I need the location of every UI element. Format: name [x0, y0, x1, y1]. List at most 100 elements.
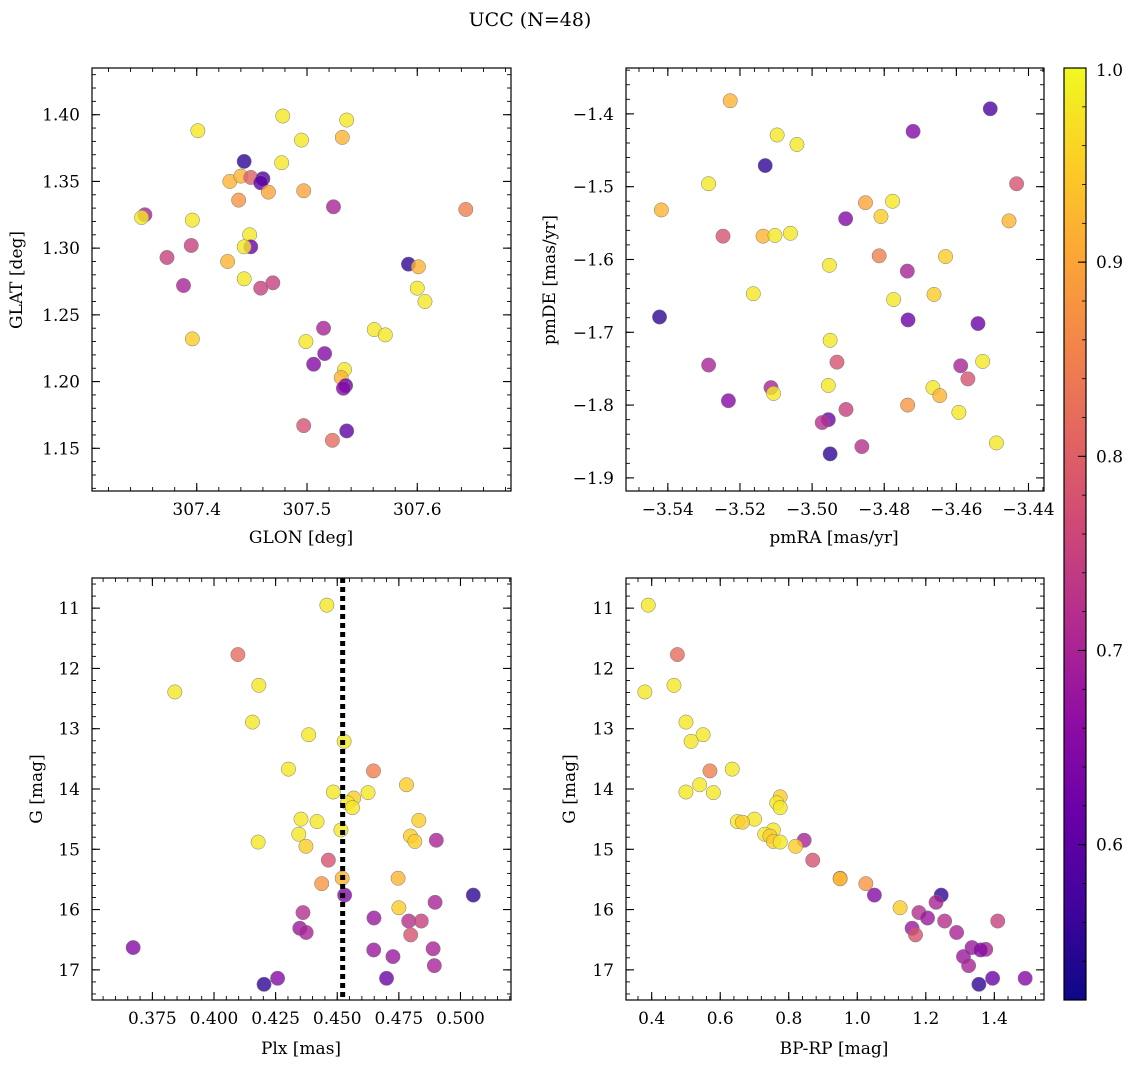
- data-point: [309, 814, 325, 830]
- data-point: [280, 761, 296, 777]
- data-point: [832, 871, 848, 887]
- data-point: [829, 354, 845, 370]
- data-point: [695, 727, 711, 743]
- data-point: [866, 887, 882, 903]
- x-axis-label: Plx [mas]: [261, 1039, 341, 1059]
- data-point: [366, 942, 382, 958]
- data-point: [767, 228, 783, 243]
- figure-title: UCC (N=48): [469, 9, 592, 31]
- data-point: [885, 193, 900, 209]
- y-axis-label: pmDE [mas/yr]: [540, 215, 560, 345]
- y-tick-label: 13: [58, 720, 80, 740]
- x-tick-label: 0.425: [251, 1009, 300, 1029]
- data-point: [401, 913, 417, 929]
- data-point: [822, 332, 838, 348]
- data-point: [458, 201, 474, 217]
- data-point: [326, 199, 341, 215]
- data-point: [886, 292, 902, 307]
- x-tick-label: 0.8: [775, 1009, 802, 1029]
- data-point: [858, 876, 874, 892]
- y-tick-label: 17: [58, 961, 80, 981]
- y-tick-label: 1.35: [42, 172, 80, 192]
- data-point: [678, 714, 694, 730]
- y-axis-label: G [mag]: [27, 754, 47, 823]
- data-point: [960, 371, 976, 387]
- data-point: [399, 777, 414, 793]
- data-point: [757, 158, 773, 174]
- data-point: [766, 385, 781, 401]
- data-point: [339, 112, 355, 128]
- data-point: [190, 123, 206, 139]
- data-point: [298, 334, 314, 349]
- data-point: [465, 887, 481, 903]
- points: [125, 597, 481, 992]
- x-tick-label: 0.6: [707, 1009, 734, 1029]
- data-point: [294, 132, 309, 148]
- x-tick-label: 0.450: [313, 1009, 362, 1029]
- data-point: [715, 228, 731, 244]
- y-tick-label: −1.4: [573, 105, 614, 125]
- colorbar-top-label: 1.0: [1096, 61, 1123, 81]
- data-point: [176, 278, 191, 293]
- data-point: [407, 833, 423, 849]
- data-point: [683, 733, 699, 749]
- data-point: [805, 852, 821, 868]
- data-point: [251, 677, 267, 693]
- data-point: [291, 826, 307, 842]
- data-point: [250, 834, 266, 850]
- data-point: [975, 353, 991, 369]
- data-point: [409, 280, 425, 296]
- data-point: [377, 327, 393, 343]
- data-point: [275, 108, 291, 124]
- x-tick-label: 0.400: [190, 1009, 239, 1029]
- panel-glon-glat: GLON [deg] GLAT [deg] 307.4 307.5 307.6 1.1…: [7, 67, 512, 548]
- data-point: [961, 958, 977, 974]
- data-point: [854, 439, 870, 455]
- data-point: [928, 894, 944, 910]
- data-point: [788, 838, 804, 854]
- x-tick-label: −3.48: [858, 500, 910, 520]
- axes-frame: [91, 67, 512, 492]
- y-tick-label: 14: [592, 780, 614, 800]
- data-point: [653, 202, 669, 218]
- data-point: [745, 286, 761, 302]
- y-tick-label: 12: [58, 659, 80, 679]
- data-point: [245, 714, 260, 730]
- data-point: [385, 949, 401, 965]
- x-axis-label: GLON [deg]: [249, 528, 353, 548]
- y-tick-label: 11: [58, 599, 80, 619]
- colorbar-tick-label: 0.8: [1096, 447, 1123, 467]
- data-point: [858, 195, 873, 211]
- data-point: [722, 93, 738, 109]
- data-point: [410, 259, 426, 275]
- y-tick-label: 11: [592, 599, 614, 619]
- data-point: [666, 677, 682, 693]
- data-point: [938, 249, 953, 265]
- data-point: [230, 647, 246, 663]
- data-point: [908, 927, 923, 943]
- data-point: [317, 346, 333, 362]
- y-tick-label: 1.30: [42, 239, 80, 259]
- y-tick-label: 16: [58, 901, 80, 921]
- data-point: [720, 393, 736, 409]
- points: [637, 597, 1033, 992]
- data-point: [324, 432, 340, 448]
- x-tick-label: −3.52: [714, 500, 766, 520]
- y-tick-label: −1.9: [573, 469, 614, 489]
- panel-bprp-g: BP-RP [mag] G [mag] 0.4 0.6 0.8 1.0 1.2 1.4 11…: [560, 577, 1045, 1059]
- data-point: [236, 153, 252, 169]
- data-point: [988, 435, 1004, 451]
- x-axis-label: BP-RP [mag]: [780, 1039, 889, 1059]
- data-point: [702, 763, 718, 779]
- data-point: [320, 852, 336, 868]
- data-point: [953, 358, 969, 374]
- data-point: [411, 812, 427, 828]
- data-point: [701, 176, 717, 192]
- x-axis-label: pmRA [mas/yr]: [769, 528, 898, 548]
- data-point: [298, 838, 314, 854]
- data-point: [260, 184, 276, 200]
- data-point: [951, 404, 967, 420]
- y-tick-label: 15: [592, 840, 614, 860]
- data-point: [316, 320, 332, 336]
- y-tick-label: −1.6: [573, 250, 614, 270]
